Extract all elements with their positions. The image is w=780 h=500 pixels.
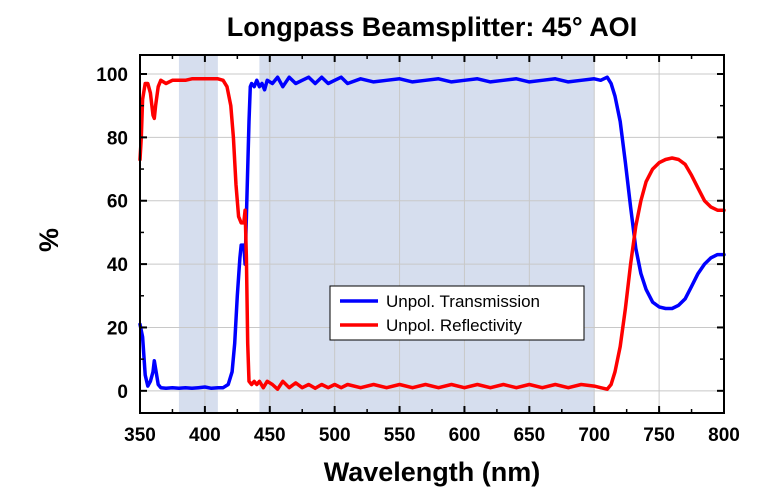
x-tick-label: 550 [384,425,416,446]
legend: Unpol. Transmission Unpol. Reflectivity [329,285,585,341]
shaded-bands [178,55,595,413]
shaded-band-1 [178,55,218,413]
y-axis-label: % [34,228,64,252]
y-tick-label: 80 [107,128,128,149]
x-tick-label: 750 [643,425,675,446]
x-axis-label: Wavelength (nm) [324,457,541,487]
series-line-transmission [138,75,726,391]
x-tick-label: 700 [578,425,610,446]
y-tick-label: 20 [107,318,128,339]
x-tick-label: 800 [708,425,740,446]
x-tick-label: 400 [189,425,221,446]
legend-label-reflectivity: Unpol. Reflectivity [386,316,523,335]
legend-label-transmission: Unpol. Transmission [386,292,540,311]
y-tick-label: 0 [117,382,128,403]
y-tick-label: 40 [107,255,128,276]
axis-ticks: 350 400 450 500 550 600 650 700 750 800 0 20 40 60 80 1… [96,55,740,446]
series-line-reflectivity [138,77,726,391]
x-tick-label: 450 [254,425,286,446]
series-lines [138,75,726,391]
y-tick-label: 100 [96,65,128,86]
x-tick-label: 650 [513,425,545,446]
shaded-band-2 [259,55,595,413]
y-tick-label: 60 [107,192,128,213]
x-tick-label: 600 [449,425,481,446]
legend-box [329,285,585,341]
chart-title: Longpass Beamsplitter: 45° AOI [227,12,637,42]
x-tick-label: 500 [319,425,351,446]
x-tick-label: 350 [124,425,156,446]
